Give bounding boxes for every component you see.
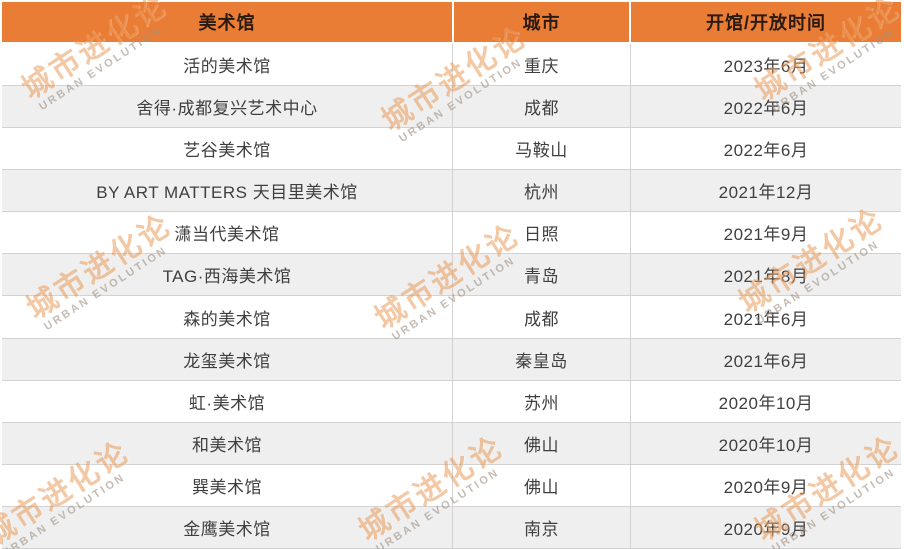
opening-date-cell: 2020年10月 — [718, 435, 814, 455]
city-cell: 佛山 — [452, 422, 631, 464]
museum-name-cell: 金鹰美术馆 — [183, 519, 271, 539]
museum-name-cell: 森的美术馆 — [183, 309, 271, 329]
museum-name-cell: 艺谷美术馆 — [183, 141, 271, 161]
museum-name-cell: 虹·美术馆 — [188, 393, 266, 413]
table-row: BY ART MATTERS 天目里美术馆 杭州 2021年12月 — [2, 170, 901, 213]
table-row: TAG·西海美术馆 青岛 2021年8月 — [2, 254, 901, 297]
museum-name-cell: 龙玺美术馆 — [183, 351, 271, 371]
city-cell: 佛山 — [452, 464, 631, 506]
opening-date-cell: 2020年9月 — [723, 519, 809, 539]
opening-date-cell: 2021年6月 — [723, 351, 809, 371]
table-row: 金鹰美术馆 南京 2020年9月 — [2, 506, 901, 549]
table-body: 活的美术馆 重庆 2023年6月 舍得·成都复兴艺术中心 成都 2022年6月 艺谷美术馆马… — [2, 44, 901, 549]
opening-date-cell: 2021年12月 — [718, 183, 814, 203]
museum-name-cell: 和美术馆 — [192, 435, 262, 455]
table-header-row: 美术馆 城市 开馆/开放时间 — [2, 2, 901, 44]
header-museum: 美术馆 — [198, 13, 256, 33]
city-cell: 杭州 — [452, 170, 631, 212]
table-row: 潇当代美术馆 日照 2021年9月 — [2, 212, 901, 255]
city-cell: 秦皇岛 — [452, 338, 631, 380]
city-cell: 青岛 — [452, 254, 631, 296]
table-row: 森的美术馆 成都 2021年6月 — [2, 296, 901, 339]
city-cell: 重庆 — [452, 44, 631, 86]
header-city: 城市 — [452, 2, 631, 42]
museum-name-cell: 巽美术馆 — [192, 477, 262, 497]
header-opening-date: 开馆/开放时间 — [705, 13, 826, 33]
city-cell: 南京 — [452, 506, 631, 548]
opening-date-cell: 2022年6月 — [723, 141, 809, 161]
opening-date-cell: 2022年6月 — [723, 99, 809, 119]
city-cell: 成都 — [452, 296, 631, 338]
opening-date-cell: 2020年9月 — [723, 477, 809, 497]
city-cell: 马鞍山 — [452, 128, 631, 170]
table-row: 巽美术馆 佛山 2020年9月 — [2, 464, 901, 507]
table-row: 艺谷美术馆 马鞍山 2022年6月 — [2, 128, 901, 171]
city-cell: 苏州 — [452, 380, 631, 422]
table-row: 虹·美术馆 苏州 2020年10月 — [2, 380, 901, 423]
museum-name-cell: BY ART MATTERS 天目里美术馆 — [96, 183, 358, 203]
table-row: 舍得·成都复兴艺术中心 成都 2022年6月 — [2, 86, 901, 129]
opening-date-cell: 2021年9月 — [723, 225, 809, 245]
opening-date-cell: 2021年8月 — [723, 267, 809, 287]
museum-name-cell: 活的美术馆 — [183, 57, 271, 77]
museum-name-cell: TAG·西海美术馆 — [162, 267, 292, 287]
museum-name-cell: 舍得·成都复兴艺术中心 — [136, 99, 318, 119]
table-row: 龙玺美术馆 秦皇岛 2021年6月 — [2, 338, 901, 381]
city-cell: 成都 — [452, 86, 631, 128]
museum-name-cell: 潇当代美术馆 — [174, 225, 280, 245]
city-cell: 日照 — [452, 212, 631, 254]
opening-date-cell: 2020年10月 — [718, 393, 814, 413]
opening-date-cell: 2021年6月 — [723, 309, 809, 329]
table-row: 和美术馆 佛山 2020年10月 — [2, 422, 901, 465]
table-row: 活的美术馆 重庆 2023年6月 — [2, 44, 901, 87]
opening-date-cell: 2023年6月 — [723, 57, 809, 77]
